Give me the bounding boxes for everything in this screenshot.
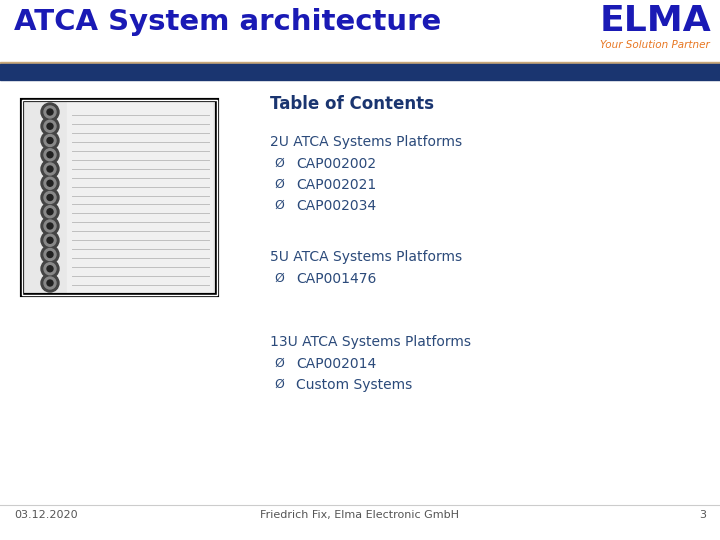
Circle shape (44, 177, 56, 189)
Circle shape (41, 160, 59, 178)
Text: Ø: Ø (274, 378, 284, 391)
Circle shape (44, 220, 56, 232)
Text: 03.12.2020: 03.12.2020 (14, 510, 78, 520)
Text: ELMA: ELMA (600, 4, 712, 38)
Circle shape (47, 152, 53, 158)
Text: Ø: Ø (274, 157, 284, 170)
Circle shape (41, 103, 59, 121)
Text: 3: 3 (699, 510, 706, 520)
Circle shape (44, 206, 56, 218)
Bar (0, 62, 720, 64)
Text: CAP002014: CAP002014 (296, 357, 377, 371)
Circle shape (47, 109, 53, 115)
Text: Ø: Ø (274, 357, 284, 370)
Text: Ø: Ø (274, 199, 284, 212)
Text: Your Solution Partner: Your Solution Partner (600, 40, 710, 50)
Bar (67, 100, 212, 295)
Circle shape (41, 146, 59, 164)
Circle shape (47, 138, 53, 144)
Circle shape (41, 202, 59, 221)
Circle shape (41, 246, 59, 264)
Bar (22, 100, 217, 295)
Text: CAP001476: CAP001476 (296, 272, 377, 286)
Circle shape (41, 260, 59, 278)
Text: Ø: Ø (274, 178, 284, 191)
Circle shape (41, 188, 59, 206)
Text: Friedrich Fix, Elma Electronic GmbH: Friedrich Fix, Elma Electronic GmbH (261, 510, 459, 520)
Text: 2U ATCA Systems Platforms: 2U ATCA Systems Platforms (270, 135, 462, 149)
Circle shape (41, 274, 59, 292)
Circle shape (47, 194, 53, 200)
Circle shape (44, 134, 56, 146)
Circle shape (44, 148, 56, 161)
Text: CAP002002: CAP002002 (296, 157, 376, 171)
Circle shape (41, 117, 59, 135)
Circle shape (47, 237, 53, 243)
Circle shape (41, 231, 59, 249)
Circle shape (44, 120, 56, 132)
Circle shape (41, 217, 59, 235)
Circle shape (44, 277, 56, 289)
Bar (22, 100, 217, 295)
Text: CAP002034: CAP002034 (296, 199, 376, 213)
Circle shape (47, 252, 53, 258)
Circle shape (44, 248, 56, 260)
Circle shape (44, 234, 56, 246)
Text: ATCA System architecture: ATCA System architecture (14, 8, 441, 36)
Text: Table of Contents: Table of Contents (270, 95, 434, 113)
Text: 13U ATCA Systems Platforms: 13U ATCA Systems Platforms (270, 335, 471, 349)
Bar (0, 64, 720, 80)
Circle shape (44, 106, 56, 118)
Text: Ø: Ø (274, 272, 284, 285)
Circle shape (47, 266, 53, 272)
Circle shape (47, 209, 53, 215)
Circle shape (44, 192, 56, 204)
Circle shape (41, 174, 59, 192)
Circle shape (47, 166, 53, 172)
Circle shape (47, 123, 53, 129)
Circle shape (47, 180, 53, 186)
Circle shape (44, 163, 56, 175)
Circle shape (44, 263, 56, 275)
Text: 5U ATCA Systems Platforms: 5U ATCA Systems Platforms (270, 250, 462, 264)
Text: CAP002021: CAP002021 (296, 178, 377, 192)
Circle shape (47, 223, 53, 229)
Circle shape (47, 280, 53, 286)
Text: Custom Systems: Custom Systems (296, 378, 413, 392)
Circle shape (41, 132, 59, 150)
Bar (22, 100, 217, 295)
